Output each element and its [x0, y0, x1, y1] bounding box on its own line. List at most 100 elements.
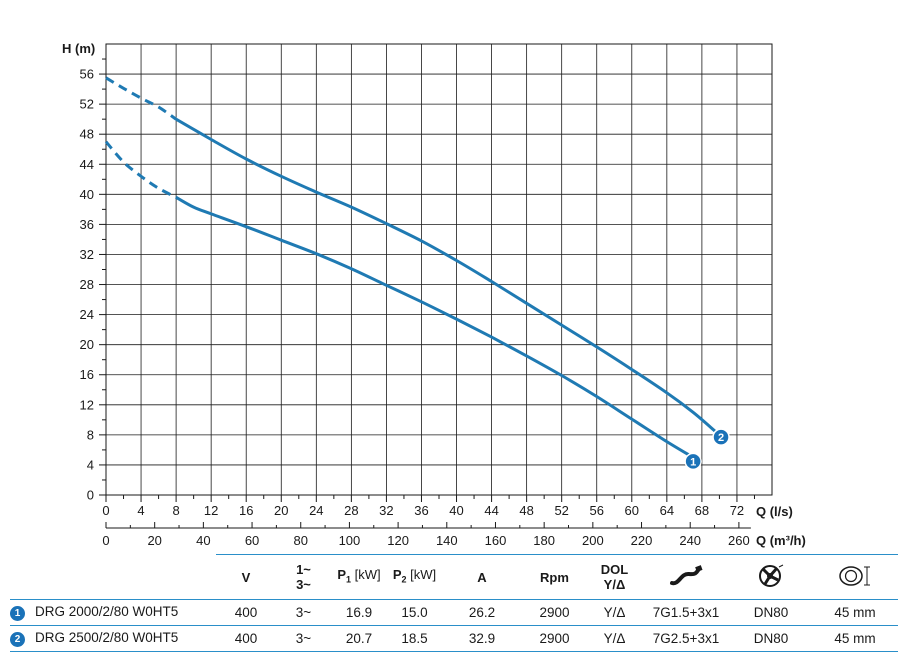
curve-1-solid — [175, 196, 694, 459]
spec-table: V 1~ 3~ P1 [kW] P2 [kW] A Rpm DOL Y/Δ — [10, 554, 898, 652]
header-p1: P1 [kW] — [331, 554, 387, 600]
cell-outlet: DN80 — [730, 625, 812, 652]
header-cable — [642, 554, 730, 600]
curve-1-badge-label: 1 — [690, 456, 696, 468]
x-tick-label: 4 — [137, 503, 144, 518]
y-tick-label: 8 — [87, 427, 94, 442]
cell-a: 32.9 — [442, 625, 522, 652]
header-p2-sub: 2 — [401, 574, 407, 585]
header-phase: 1~ 3~ — [276, 554, 331, 600]
header-p1-sub: 1 — [346, 574, 352, 585]
x-tick-label: 32 — [379, 503, 393, 518]
chart-grid — [105, 43, 773, 496]
curve-2-badge — [712, 428, 730, 446]
x-tick-label: 52 — [554, 503, 568, 518]
x-tick-label: 36 — [414, 503, 428, 518]
free-passage-icon — [839, 565, 870, 586]
y-tick-label: 32 — [80, 247, 94, 262]
x2-tick-label: 120 — [387, 533, 409, 548]
cell-outlet: DN80 — [730, 599, 812, 626]
header-passage — [812, 554, 898, 600]
header-dol-top: DOL — [600, 562, 629, 577]
x-axis-title: Q (l/s) — [756, 504, 793, 519]
x-tick-label: 12 — [204, 503, 218, 518]
x2-tick-label: 200 — [582, 533, 604, 548]
cell-passage: 45 mm — [812, 599, 898, 626]
header-dol-bottom: Y/Δ — [603, 577, 626, 592]
header-current: A — [442, 554, 522, 600]
cable-icon — [670, 564, 703, 585]
cell-start: Y/Δ — [587, 625, 642, 652]
x-tick-label: 72 — [730, 503, 744, 518]
header-outlet — [730, 554, 812, 600]
header-p2: P2 [kW] — [387, 554, 442, 600]
minor-ticks — [99, 58, 755, 502]
x2-tick-label: 180 — [533, 533, 555, 548]
cell-v: 400 — [216, 599, 276, 626]
x-tick-label: 16 — [239, 503, 253, 518]
y-tick-label: 16 — [80, 367, 94, 382]
model-cell: 2 DRG 2500/2/80 W0HT5 — [10, 625, 216, 652]
model-name: DRG 2500/2/80 W0HT5 — [35, 630, 179, 645]
curve-2-dashed — [105, 76, 177, 121]
cell-v: 400 — [216, 625, 276, 652]
header-rpm: Rpm — [522, 554, 587, 600]
x2-tick-label: 140 — [436, 533, 458, 548]
x-tick-label: 28 — [344, 503, 358, 518]
header-model-blank — [10, 554, 216, 600]
plot-frame — [105, 43, 773, 496]
x2-tick-label: 20 — [147, 533, 161, 548]
x2-tick-label: 100 — [339, 533, 361, 548]
header-p2-unit: [kW] — [410, 566, 437, 582]
header-p1-symbol: P — [337, 566, 347, 582]
x-tick-label: 44 — [484, 503, 498, 518]
x2-tick-label: 0 — [102, 533, 109, 548]
pump-curves: 12 — [104, 76, 730, 471]
table-row: 2 DRG 2500/2/80 W0HT5 400 3~ 20.7 18.5 32.9 290… — [10, 625, 898, 652]
cell-rpm: 2900 — [522, 625, 587, 652]
header-p1-unit: [kW] — [354, 566, 381, 582]
cell-p1: 20.7 — [331, 625, 387, 652]
cell-start: Y/Δ — [587, 599, 642, 626]
y-tick-label: 20 — [80, 337, 94, 352]
cell-a: 26.2 — [442, 599, 522, 626]
y-tick-label: 0 — [87, 488, 94, 503]
x-tick-label: 48 — [519, 503, 533, 518]
x2-tick-label: 160 — [485, 533, 507, 548]
x-tick-labels: 0 4 8 12 16 20 24 28 32 36 40 44 48 52 56 60 64 68 72 — [102, 503, 744, 518]
x2-tick-label: 220 — [631, 533, 653, 548]
curve-2-solid — [175, 117, 716, 433]
curve-2-badge-label: 2 — [718, 432, 724, 444]
model-name: DRG 2000/2/80 W0HT5 — [35, 604, 179, 619]
y-tick-label: 12 — [80, 397, 94, 412]
y-tick-label: 56 — [80, 67, 94, 82]
curve-1-dashed — [104, 140, 177, 199]
cell-passage: 45 mm — [812, 625, 898, 652]
cell-p1: 16.9 — [331, 599, 387, 626]
header-phase-top: 1~ — [296, 562, 311, 577]
x2-tick-label: 40 — [196, 533, 210, 548]
y-tick-label: 36 — [80, 217, 94, 232]
x2-tick-label: 260 — [728, 533, 750, 548]
x-tick-label: 60 — [625, 503, 639, 518]
x-tick-label: 56 — [590, 503, 604, 518]
cell-phase: 3~ — [276, 625, 331, 652]
x-tick-label: 20 — [274, 503, 288, 518]
x-tick-label: 64 — [660, 503, 674, 518]
y-tick-label: 40 — [80, 187, 94, 202]
table-row: 1 DRG 2000/2/80 W0HT5 400 3~ 16.9 15.0 26.2 290… — [10, 599, 898, 626]
cell-rpm: 2900 — [522, 599, 587, 626]
x-tick-label: 40 — [449, 503, 463, 518]
model-badge: 2 — [10, 632, 25, 647]
cell-phase: 3~ — [276, 599, 331, 626]
y-tick-label: 4 — [87, 457, 94, 472]
x-tick-label: 68 — [695, 503, 709, 518]
y-tick-label: 24 — [80, 307, 94, 322]
y-tick-label: 28 — [80, 277, 94, 292]
impeller-icon — [759, 564, 784, 587]
model-badge: 1 — [10, 606, 25, 621]
header-start: DOL Y/Δ — [587, 554, 642, 600]
x-tick-label: 0 — [102, 503, 109, 518]
